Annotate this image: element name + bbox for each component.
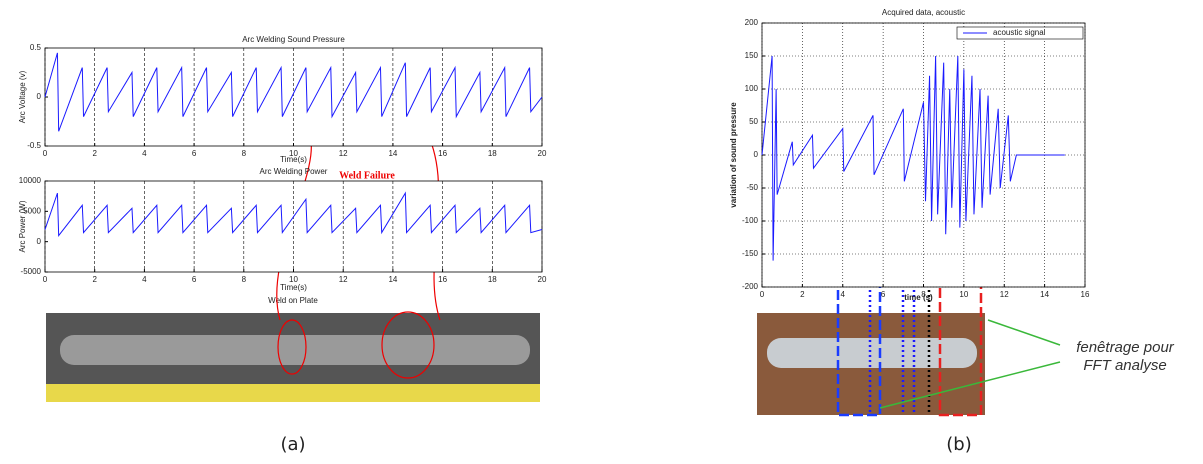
y-tick-label: 100 xyxy=(745,84,759,93)
weld-bead xyxy=(767,338,977,368)
fft-label: FFT analyse xyxy=(1083,357,1166,374)
fft-label: fenêtrage pour xyxy=(1076,339,1175,356)
y-tick-label: -50 xyxy=(746,183,758,192)
x-tick-label: 6 xyxy=(881,290,886,299)
chart-title: Arc Welding Power xyxy=(260,167,328,176)
x-tick-label: 6 xyxy=(192,149,197,158)
x-tick-label: 16 xyxy=(438,149,447,158)
x-axis-label: Time(s) xyxy=(280,283,307,292)
x-tick-label: 18 xyxy=(488,149,497,158)
x-tick-label: 8 xyxy=(921,290,926,299)
x-tick-label: 14 xyxy=(1040,290,1049,299)
x-tick-label: 2 xyxy=(92,149,97,158)
y-tick-label: 5000 xyxy=(23,206,41,215)
y-tick-label: 0.5 xyxy=(30,43,42,52)
x-tick-label: 14 xyxy=(388,275,397,284)
ruler xyxy=(46,384,540,402)
x-tick-label: 8 xyxy=(242,149,247,158)
y-tick-label: -0.5 xyxy=(27,141,41,150)
x-tick-label: 2 xyxy=(800,290,805,299)
annotation: Weld Failure xyxy=(339,170,395,181)
chart-title: Acquired data, acoustic xyxy=(882,8,965,17)
x-axis-label: Time(s) xyxy=(280,155,307,164)
x-tick-label: 10 xyxy=(959,290,968,299)
x-tick-label: 20 xyxy=(538,149,547,158)
signal-line xyxy=(44,191,543,238)
y-tick-label: -150 xyxy=(742,249,759,258)
plot-area xyxy=(44,47,543,147)
x-tick-label: 16 xyxy=(1081,290,1090,299)
y-tick-label: 0 xyxy=(37,237,42,246)
x-tick-label: 0 xyxy=(760,290,765,299)
x-tick-label: 10 xyxy=(289,275,298,284)
x-tick-label: 4 xyxy=(142,149,147,158)
x-tick-label: 12 xyxy=(339,275,348,284)
signal-line xyxy=(761,55,1065,261)
y-tick-label: -200 xyxy=(742,282,759,291)
x-tick-label: 0 xyxy=(43,149,48,158)
signal-line xyxy=(44,52,543,132)
caption: (b) xyxy=(946,434,971,455)
x-tick-label: 14 xyxy=(388,149,397,158)
x-tick-label: 4 xyxy=(142,275,147,284)
x-tick-label: 8 xyxy=(242,275,247,284)
x-tick-label: 2 xyxy=(92,275,97,284)
x-tick-label: 0 xyxy=(43,275,48,284)
x-tick-label: 6 xyxy=(192,275,197,284)
y-axis-label: variation of sound pressure xyxy=(729,102,738,208)
y-tick-label: 200 xyxy=(745,18,759,27)
y-tick-label: 0 xyxy=(37,92,42,101)
x-tick-label: 4 xyxy=(841,290,846,299)
y-tick-label: 50 xyxy=(749,117,758,126)
y-tick-label: 0 xyxy=(754,150,759,159)
x-tick-label: 12 xyxy=(1000,290,1009,299)
x-tick-label: 20 xyxy=(538,275,547,284)
y-tick-label: -5000 xyxy=(21,267,42,276)
y-axis-label: Arc Voltage (v) xyxy=(18,70,27,123)
y-tick-label: 150 xyxy=(745,51,759,60)
pointer xyxy=(879,319,1061,409)
weld-title: Weld on Plate xyxy=(268,296,318,305)
x-axis-label: time (s) xyxy=(904,293,933,302)
weld-bead xyxy=(60,335,530,365)
y-tick-label: -100 xyxy=(742,216,759,225)
x-tick-label: 18 xyxy=(488,275,497,284)
caption: (a) xyxy=(280,434,305,455)
x-tick-label: 12 xyxy=(339,149,348,158)
legend-box xyxy=(956,26,1084,40)
chart-title: Arc Welding Sound Pressure xyxy=(242,35,345,44)
legend-label: acoustic signal xyxy=(993,28,1046,37)
x-tick-label: 16 xyxy=(438,275,447,284)
x-tick-label: 10 xyxy=(289,149,298,158)
y-tick-label: 10000 xyxy=(19,176,42,185)
y-axis-label: Arc Power (W) xyxy=(18,200,27,252)
